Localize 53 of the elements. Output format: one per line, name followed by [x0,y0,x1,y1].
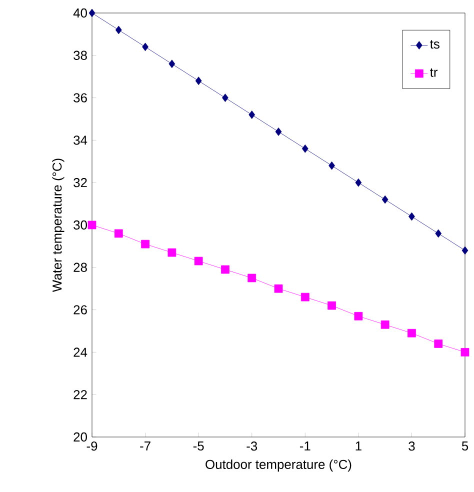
point [300,292,310,302]
y-tick-label: 36 [74,93,87,102]
y-tick-label: 28 [74,262,87,272]
point [460,348,470,356]
y-tick-label: 22 [74,390,87,400]
point [275,128,282,136]
point [141,240,150,248]
point [115,26,122,34]
y-tick-label: 26 [74,305,87,314]
x-tick-label: 1 [356,442,362,450]
point [355,178,362,187]
y-tick-label: 38 [74,50,87,60]
point [88,220,96,230]
point [88,8,96,18]
point [408,328,416,338]
point [274,284,283,293]
x-tick-label: -5 [193,442,204,451]
point [221,265,230,274]
point [354,312,363,320]
y-tick-label: 32 [74,178,87,188]
y-tick-label: 40 [73,8,87,18]
x-tick-label: 3 [408,442,415,451]
y-tick-label: 24 [74,348,88,357]
x-tick-label: -1 [300,442,310,450]
point [435,229,442,238]
point [434,340,443,348]
point [142,42,148,52]
y-tick-label: 20 [74,432,87,442]
point [114,229,123,238]
y-tick-label: 30 [74,220,87,230]
point [168,248,176,257]
point [195,76,202,86]
point [222,94,228,102]
x-tick-label: 5 [462,442,468,451]
point [248,274,256,282]
point [194,256,203,266]
x-tick-label: -3 [246,442,258,451]
x-axis-title: Outdoor temperature (°C) [206,460,352,472]
point [462,246,468,255]
legend-label: ts [430,40,440,49]
y-tick-label: 34 [74,136,88,145]
point [408,212,415,221]
legend-label: tr [430,68,438,77]
y-axis-title: Water temperature (°C) [52,158,64,292]
point [380,320,390,329]
point [248,110,256,119]
point [168,60,176,68]
x-tick-label: -7 [140,442,150,450]
point [302,144,308,153]
point [328,301,336,310]
x-tick-label: -9 [86,442,98,451]
point [382,195,388,204]
point [328,161,335,170]
